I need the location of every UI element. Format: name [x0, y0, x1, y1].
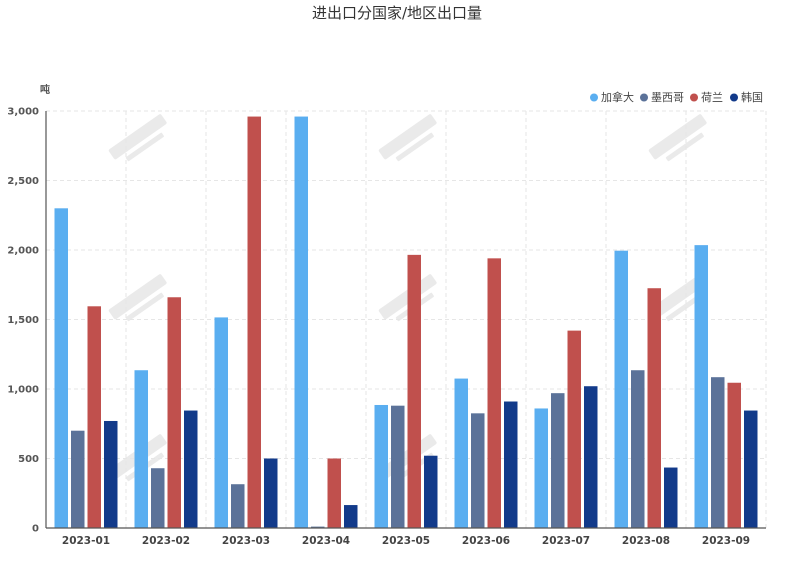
y-tick-label: 1,500: [7, 315, 39, 326]
x-tick-label: 2023-01: [62, 535, 110, 547]
bar[interactable]: [407, 254, 422, 529]
watermark-logo: [648, 274, 707, 322]
bar[interactable]: [214, 317, 229, 528]
grid: [46, 110, 767, 528]
y-tick-label: 500: [18, 454, 39, 465]
y-tick-label: 1,000: [7, 385, 39, 396]
legend-marker: [640, 93, 648, 102]
bar[interactable]: [374, 404, 389, 528]
chart-title: 进出口分国家/地区出口量: [311, 4, 483, 22]
x-tick-label: 2023-07: [542, 535, 590, 547]
legend-marker: [730, 93, 738, 102]
bar[interactable]: [424, 455, 438, 528]
x-tick-label: 2023-08: [622, 535, 670, 547]
bar[interactable]: [504, 401, 518, 528]
watermark-logo: [108, 114, 167, 162]
watermark-logo: [378, 114, 437, 162]
bar[interactable]: [744, 410, 758, 528]
y-tick-label: 2,500: [7, 176, 39, 187]
watermark-logo: [108, 274, 167, 322]
x-tick-label: 2023-09: [702, 535, 750, 547]
bar[interactable]: [167, 297, 182, 528]
bar[interactable]: [264, 458, 278, 529]
bar[interactable]: [664, 467, 678, 528]
bar[interactable]: [647, 288, 662, 528]
bar[interactable]: [134, 370, 149, 528]
bar[interactable]: [534, 408, 549, 528]
bar[interactable]: [391, 405, 405, 528]
bar[interactable]: [327, 458, 342, 529]
x-tick-label: 2023-04: [302, 535, 350, 547]
y-axis-unit: 吨: [40, 83, 50, 96]
legend-item[interactable]: 荷兰: [690, 91, 723, 104]
x-tick-label: 2023-02: [142, 535, 190, 547]
bar[interactable]: [454, 378, 469, 528]
bars: [54, 116, 758, 529]
bar[interactable]: [487, 258, 502, 528]
legend-item[interactable]: 韩国: [730, 90, 763, 104]
legend-item[interactable]: 加拿大: [590, 90, 634, 104]
legend-item[interactable]: 墨西哥: [640, 91, 684, 104]
bar[interactable]: [631, 370, 645, 528]
bar[interactable]: [694, 245, 709, 528]
bar[interactable]: [71, 430, 85, 528]
legend-label: 荷兰: [701, 91, 723, 104]
legend-label: 墨西哥: [651, 91, 684, 104]
y-tick-label: 3,000: [7, 107, 39, 118]
bar[interactable]: [614, 250, 629, 528]
bar[interactable]: [294, 116, 309, 528]
bar[interactable]: [584, 386, 598, 528]
bar[interactable]: [727, 382, 742, 528]
x-tick-label: 2023-03: [222, 535, 270, 547]
bar[interactable]: [184, 410, 198, 528]
legend[interactable]: 加拿大 墨西哥 荷兰 韩国: [590, 90, 763, 104]
bar[interactable]: [231, 484, 245, 528]
legend-marker: [590, 93, 598, 102]
legend-label: 韩国: [741, 90, 763, 104]
bar[interactable]: [247, 116, 262, 528]
x-tick-label: 2023-06: [462, 535, 510, 547]
legend-label: 加拿大: [601, 90, 634, 104]
bar[interactable]: [87, 306, 102, 528]
y-tick-label: 0: [32, 524, 39, 535]
bar[interactable]: [104, 420, 118, 528]
bar[interactable]: [711, 377, 725, 528]
bar[interactable]: [311, 526, 325, 528]
bar[interactable]: [151, 468, 165, 528]
bar[interactable]: [551, 393, 565, 528]
legend-marker: [690, 93, 698, 102]
y-tick-label: 2,000: [7, 246, 39, 257]
x-tick-label: 2023-05: [382, 535, 430, 547]
bar[interactable]: [54, 208, 69, 529]
bar[interactable]: [471, 413, 485, 528]
bar[interactable]: [344, 505, 358, 528]
bar[interactable]: [567, 330, 582, 528]
watermark-logo: [648, 114, 707, 162]
